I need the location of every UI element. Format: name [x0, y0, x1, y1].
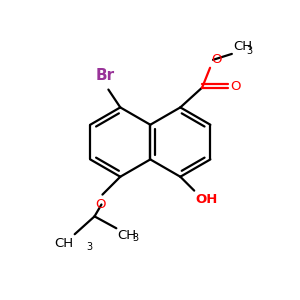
Text: O: O [95, 198, 106, 211]
Text: O: O [230, 80, 240, 93]
Text: CH: CH [233, 40, 252, 53]
Text: Br: Br [96, 68, 115, 82]
Text: O: O [211, 53, 222, 66]
Text: 3: 3 [132, 233, 138, 243]
Text: OH: OH [195, 193, 218, 206]
Text: 3: 3 [247, 46, 253, 56]
Text: CH: CH [117, 229, 136, 242]
Text: 3: 3 [87, 242, 93, 252]
Text: CH: CH [55, 237, 74, 250]
